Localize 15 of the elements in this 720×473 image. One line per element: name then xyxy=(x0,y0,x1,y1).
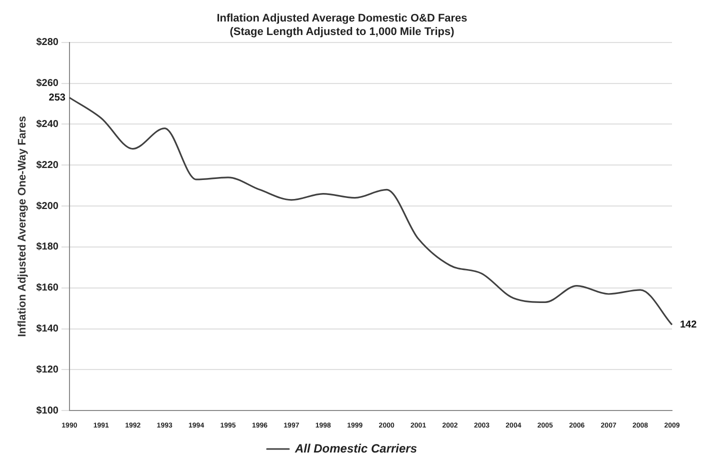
y-tick-label: $280 xyxy=(36,37,59,48)
y-tick-label: $180 xyxy=(36,242,59,253)
legend-label: All Domestic Carriers xyxy=(294,441,418,456)
y-tick-label: $220 xyxy=(36,160,59,171)
y-tick-label: $120 xyxy=(36,364,59,376)
y-tick-label: $260 xyxy=(36,78,59,90)
y-tick-label: $140 xyxy=(36,324,59,335)
y-tick-label: $200 xyxy=(36,200,59,212)
y-tick-label: $100 xyxy=(36,405,59,416)
y-tick-label: $160 xyxy=(36,282,59,294)
data-label: 253 xyxy=(48,92,66,104)
data-label: 142 xyxy=(680,319,698,330)
y-tick-label: $240 xyxy=(36,118,59,130)
y-axis-title: Inflation Adjusted Average One-Way Fares xyxy=(16,116,29,337)
chart-title: Inflation Adjusted Average Domestic O&D Fares (Stage Length Adjusted to 1,000 Mile Trips) xyxy=(216,12,468,38)
